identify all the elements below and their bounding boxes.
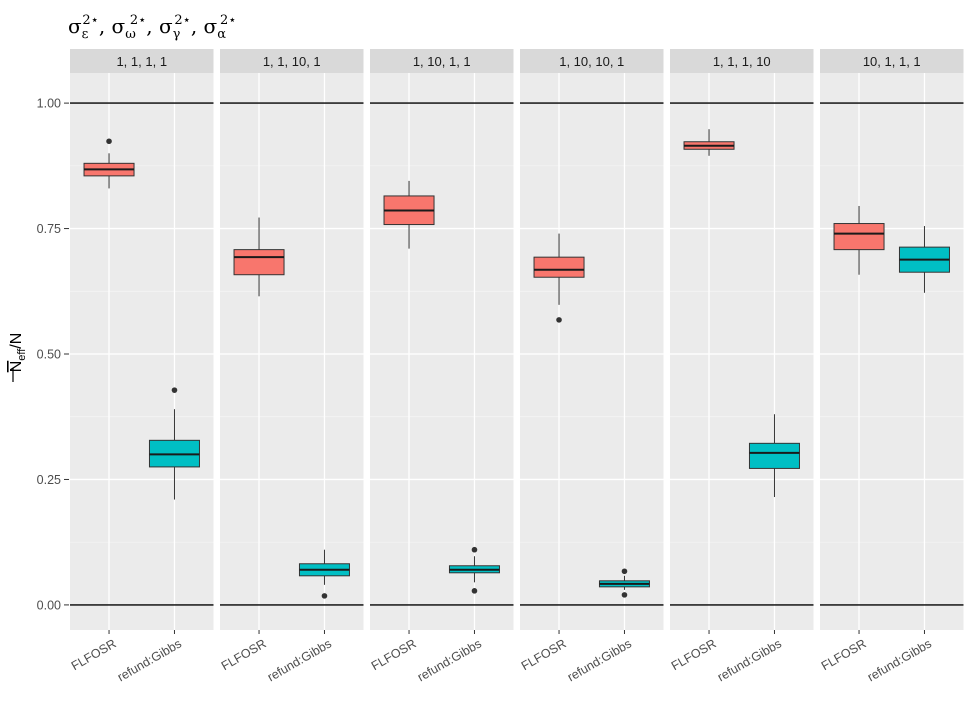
x-tick-label: refund:Gibbs	[865, 636, 934, 684]
box-refund-gibbs	[898, 226, 950, 293]
facet-strip-label: 1, 10, 10, 1	[559, 54, 624, 69]
panel-background	[70, 73, 214, 630]
y-tick-label: 0.75	[37, 222, 61, 236]
y-tick-label: 0.00	[37, 598, 61, 612]
x-tick-label: refund:Gibbs	[265, 636, 334, 684]
box-body	[533, 256, 585, 278]
x-tick-label: FLFOSR	[519, 636, 569, 673]
x-tick-label: FLFOSR	[219, 636, 269, 673]
box-flfosr	[833, 205, 885, 275]
outlier-point	[471, 588, 478, 594]
box-body	[233, 249, 285, 276]
facet-strip	[220, 49, 364, 73]
facet-strip	[820, 49, 964, 73]
box-flfosr	[383, 180, 435, 249]
panel-background	[670, 73, 814, 630]
facet-strip-label: 1, 10, 1, 1	[413, 54, 471, 69]
facet-strip-label: 1, 1, 1, 1	[116, 54, 167, 69]
x-tick-label: refund:Gibbs	[115, 636, 184, 684]
x-tick-label: FLFOSR	[369, 636, 419, 673]
panel-background	[820, 73, 964, 630]
x-tick-label: FLFOSR	[669, 636, 719, 673]
panel-background	[220, 73, 364, 630]
box-flfosr	[683, 129, 735, 156]
outlier-point	[621, 592, 628, 598]
facet-strip	[520, 49, 664, 73]
outlier-point	[171, 387, 178, 393]
facet-strip-label: 1, 1, 10, 1	[263, 54, 321, 69]
box-refund-gibbs	[298, 549, 350, 599]
outlier-point	[621, 568, 628, 575]
x-tick-label: FLFOSR	[819, 636, 869, 673]
chart-title-text: σε2⋆, σω2⋆, σγ2⋆, σα2⋆	[68, 13, 236, 42]
box-refund-gibbs	[148, 387, 200, 500]
box-flfosr	[533, 233, 585, 323]
y-tick-label: 1.00	[37, 97, 61, 111]
box-body	[748, 442, 800, 469]
facet-strip	[370, 49, 514, 73]
y-axis-label: Neff/N	[8, 333, 28, 382]
facet-strip-label: 10, 1, 1, 1	[863, 54, 921, 69]
outlier-point	[471, 546, 478, 553]
box-flfosr	[233, 217, 285, 297]
box-body	[833, 223, 885, 251]
panel-background	[370, 73, 514, 630]
x-tick-label: refund:Gibbs	[715, 636, 784, 684]
chart-title: σε2⋆, σω2⋆, σγ2⋆, σα2⋆	[68, 13, 236, 42]
outlier-point	[556, 317, 562, 323]
outlier-point	[106, 138, 112, 145]
y-axis-label-text: Neff/N	[8, 333, 28, 373]
box-flfosr	[83, 138, 135, 189]
outlier-point	[321, 593, 328, 599]
box-refund-gibbs	[448, 546, 500, 594]
x-tick-label: refund:Gibbs	[565, 636, 634, 684]
facet-strip	[70, 49, 214, 73]
facet-strip-label: 1, 1, 1, 10	[713, 54, 771, 69]
y-axis: 0.00 0.25 0.50 0.75 1.00	[37, 97, 69, 612]
panel-background	[520, 73, 664, 630]
y-tick-label: 0.25	[37, 473, 61, 487]
box-refund-gibbs	[598, 568, 650, 598]
y-tick-label: 0.50	[37, 348, 61, 362]
x-tick-label: refund:Gibbs	[415, 636, 484, 684]
facet-strip	[670, 49, 814, 73]
x-tick-label: FLFOSR	[69, 636, 119, 673]
box-refund-gibbs	[748, 414, 800, 498]
